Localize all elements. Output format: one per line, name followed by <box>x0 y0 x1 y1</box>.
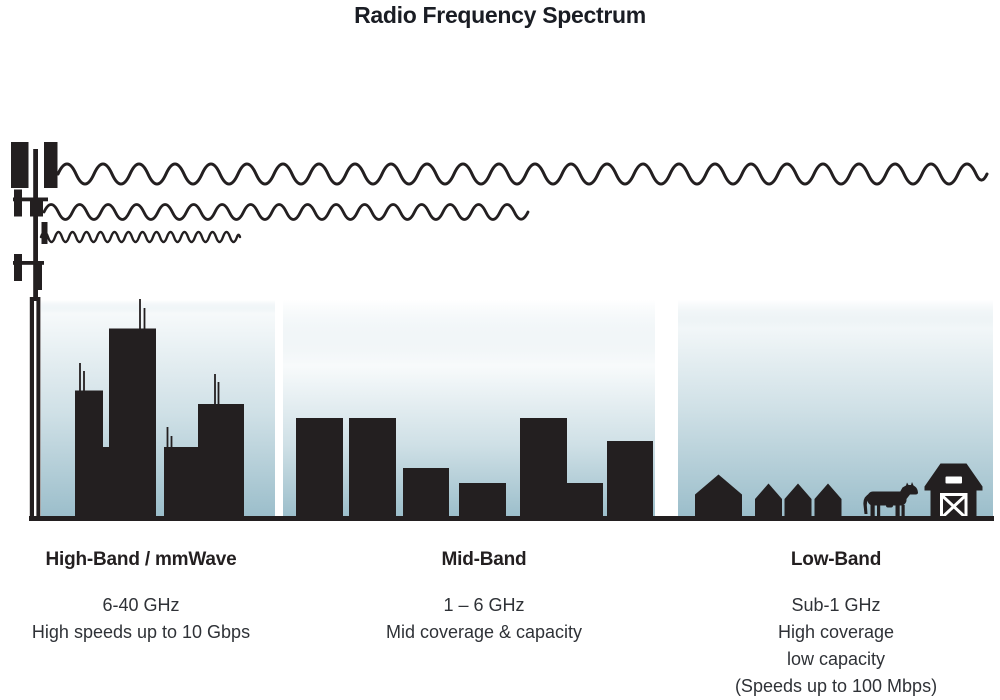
barn-door <box>940 493 968 520</box>
building <box>520 418 567 519</box>
rooftop-antennas <box>79 299 220 448</box>
band-line: Sub-1 GHz <box>791 595 881 615</box>
cow-icon <box>863 482 918 519</box>
building <box>296 418 343 519</box>
antenna-panel-right <box>44 142 58 188</box>
mid-band-coverage-panel <box>283 300 655 519</box>
house-icon <box>695 474 742 519</box>
band-line: 6-40 GHz <box>102 595 180 615</box>
short-wavelength-wave-icon <box>39 230 242 244</box>
building <box>459 483 506 519</box>
band-heading: Mid-Band <box>441 549 527 570</box>
band-heading: Low-Band <box>790 549 882 570</box>
ground-line <box>29 516 994 521</box>
spectrum-illustration <box>11 142 994 521</box>
medium-wavelength-wave-icon <box>42 203 530 221</box>
band-label-high: High-Band / mmWave 6-40 GHz High speeds … <box>0 549 282 646</box>
house-icon <box>784 483 812 519</box>
rural-scene-icon <box>695 463 983 520</box>
long-wavelength-wave-icon <box>56 162 989 186</box>
cell-tower-icon <box>11 142 58 519</box>
band-line: 1 – 6 GHz <box>443 595 525 615</box>
band-line: High speeds up to 10 Gbps <box>31 622 251 642</box>
building <box>607 441 653 519</box>
band-heading: High-Band / mmWave <box>45 549 237 570</box>
barn-loft-window <box>945 476 962 484</box>
band-label-mid: Mid-Band 1 – 6 GHz Mid coverage & capaci… <box>344 549 624 646</box>
building <box>567 483 603 519</box>
band-line: low capacity <box>786 649 886 669</box>
building <box>198 404 244 519</box>
building <box>75 390 103 520</box>
band-label-low: Low-Band Sub-1 GHz High coverage low cap… <box>691 549 981 700</box>
page-title: Radio Frequency Spectrum <box>354 2 646 28</box>
house-icon <box>814 483 842 519</box>
building <box>403 468 449 519</box>
city-skyline-icon <box>75 299 244 520</box>
band-line: Mid coverage & capacity <box>385 622 583 642</box>
building <box>349 418 396 519</box>
town-buildings-icon <box>296 418 653 519</box>
building <box>109 328 156 520</box>
band-line: High coverage <box>777 622 895 642</box>
house-icon <box>755 483 782 519</box>
building <box>164 447 198 519</box>
barn-icon <box>924 463 983 520</box>
band-line: (Speeds up to 100 Mbps) <box>734 676 938 696</box>
antenna-panel-left <box>11 142 29 188</box>
